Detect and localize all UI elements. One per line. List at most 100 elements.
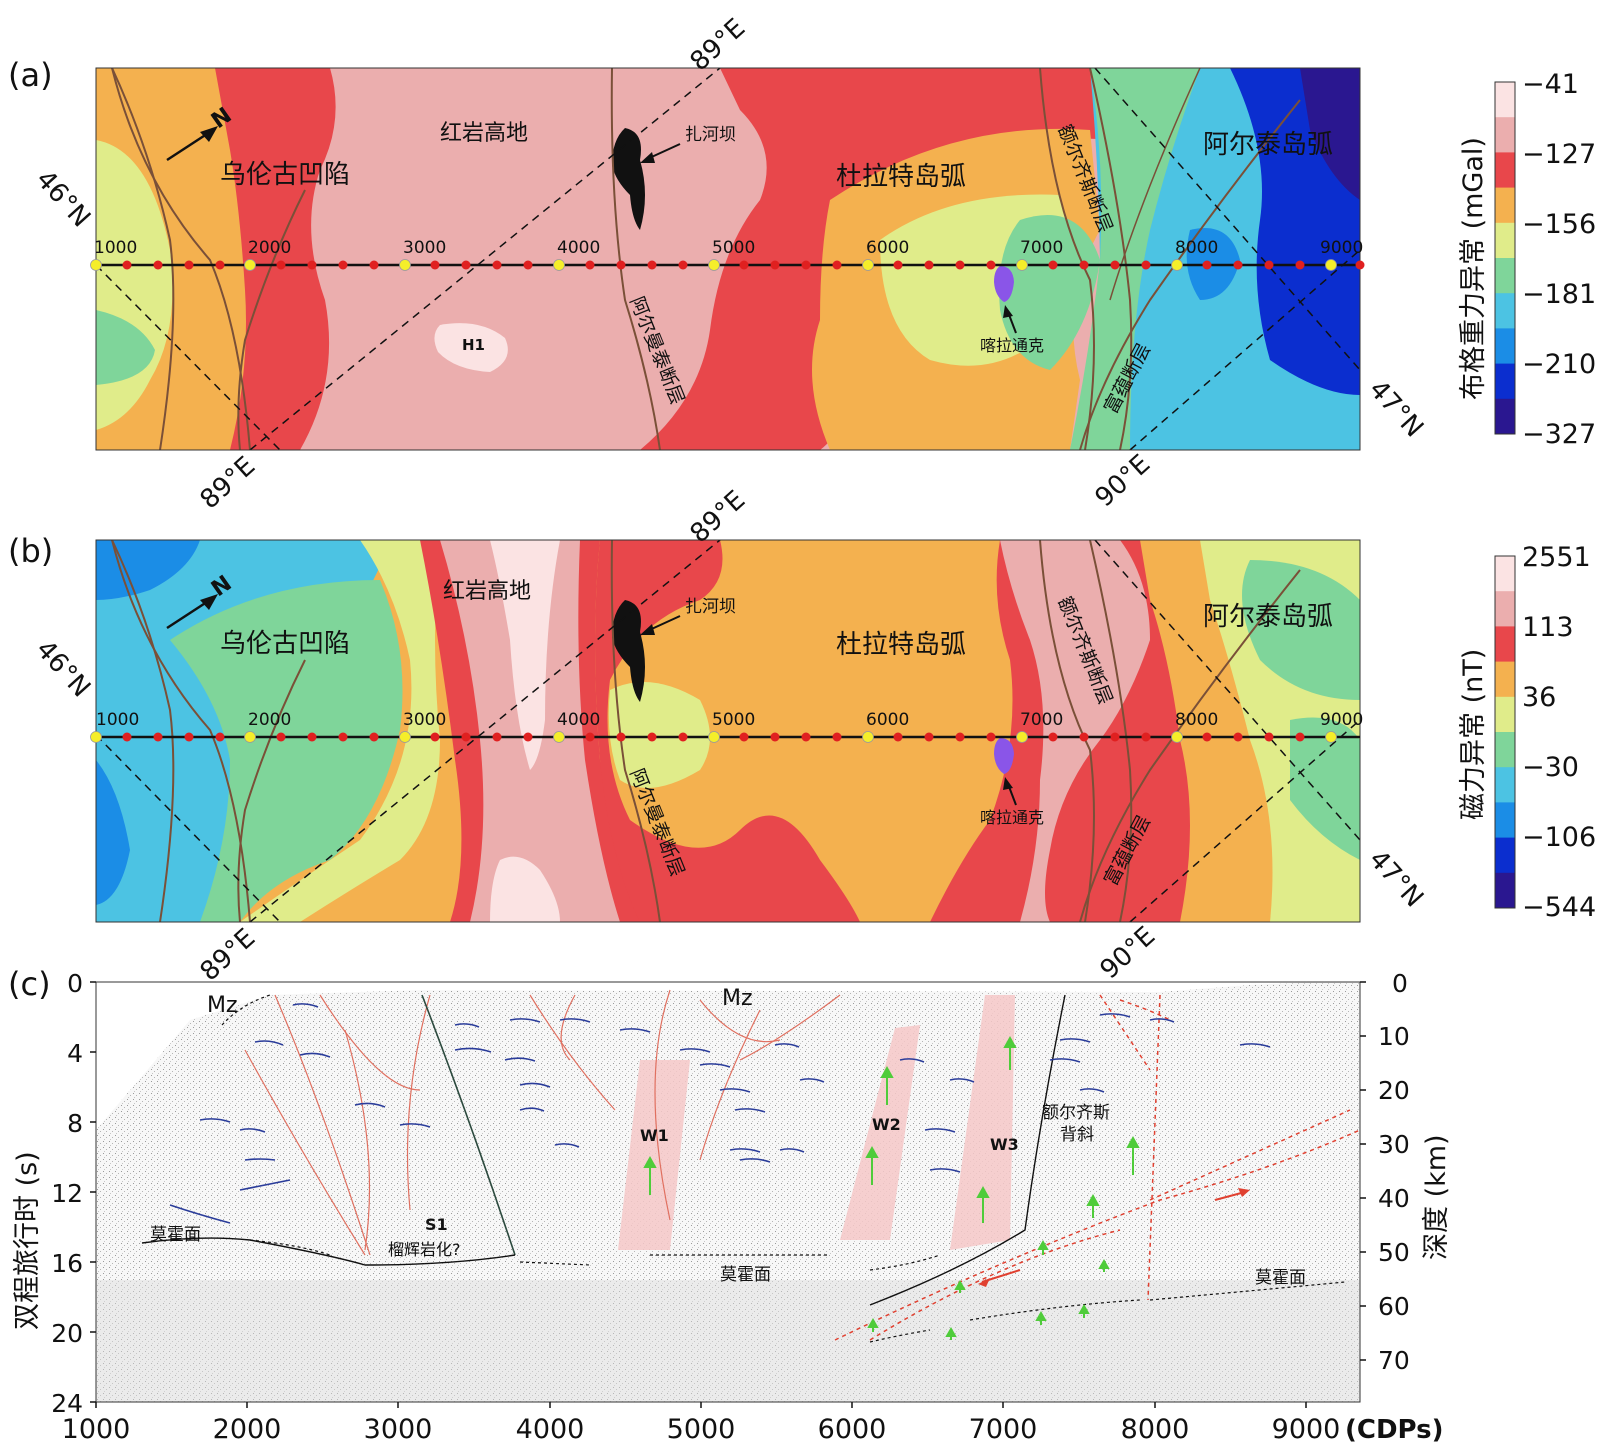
colorbar-b-tick: 36 bbox=[1522, 682, 1556, 713]
label-mz-center: Mz bbox=[722, 986, 753, 1011]
colorbar-a-swatch bbox=[1495, 293, 1515, 329]
colorbar-b-swatch bbox=[1495, 591, 1515, 627]
panel-c-label: (c) bbox=[8, 965, 51, 1003]
coord-90e-bottom-b: 90°E bbox=[1095, 921, 1162, 985]
label-w3: W3 bbox=[990, 1135, 1019, 1154]
colorbar-b-swatch bbox=[1495, 696, 1515, 733]
colorbar-b-swatch bbox=[1495, 556, 1515, 592]
yellow-station-dots-b bbox=[90, 731, 1337, 743]
twt-tick: 8 bbox=[67, 1109, 83, 1138]
label-s1-note: 榴辉岩化? bbox=[388, 1240, 461, 1259]
profile-tick-8000-b: 8000 bbox=[1175, 710, 1218, 730]
colorbar-b-swatch bbox=[1495, 626, 1515, 663]
colorbar-b-swatches bbox=[1495, 556, 1515, 909]
colorbar-b-tick: −544 bbox=[1522, 892, 1596, 923]
panel-b: (b) bbox=[8, 485, 1429, 987]
label-zhaheba-b: 扎河坝 bbox=[685, 597, 736, 617]
label-moho-right: 莫霍面 bbox=[1255, 1268, 1306, 1288]
depth-tick: 0 bbox=[1392, 969, 1408, 998]
colorbar-a-tick: −327 bbox=[1522, 419, 1596, 450]
colorbar-b-swatch bbox=[1495, 732, 1515, 768]
cdp-tick: 3000 bbox=[364, 1414, 433, 1443]
profile-tick-7000-b: 7000 bbox=[1020, 710, 1063, 730]
twt-tick: 16 bbox=[51, 1249, 83, 1278]
profile-tick-4000-a: 4000 bbox=[557, 238, 600, 258]
profile-tick-9000-b: 9000 bbox=[1320, 710, 1363, 730]
profile-tick-3000-a: 3000 bbox=[403, 238, 446, 258]
cdp-tick: 5000 bbox=[667, 1414, 736, 1443]
label-moho-left: 莫霍面 bbox=[150, 1225, 201, 1245]
label-kalatongke-a: 喀拉通克 bbox=[980, 336, 1044, 355]
colorbar-a-swatch bbox=[1495, 328, 1515, 365]
colorbar-a-tick: −41 bbox=[1522, 69, 1579, 100]
cdp-tick: 9000 bbox=[1272, 1414, 1341, 1443]
colorbar-a-swatch bbox=[1495, 152, 1515, 189]
depth-tick: 20 bbox=[1378, 1076, 1410, 1105]
label-dulate-a: 杜拉特岛弧 bbox=[836, 162, 966, 192]
depth-tick: 60 bbox=[1378, 1292, 1410, 1321]
label-mz-left: Mz bbox=[207, 993, 238, 1018]
colorbar-b-tick: −30 bbox=[1522, 752, 1579, 783]
depth-tick: 30 bbox=[1378, 1130, 1410, 1159]
label-wulungu-b: 乌伦古凹陷 bbox=[220, 629, 350, 659]
label-zhaheba-a: 扎河坝 bbox=[685, 125, 736, 145]
panel-a-label: (a) bbox=[8, 56, 53, 94]
depth-axis-title: 深度 (km) bbox=[1421, 1134, 1452, 1260]
colorbar-a-tick: −181 bbox=[1522, 279, 1596, 310]
profile-tick-3000-b: 3000 bbox=[403, 710, 446, 730]
seismic-section bbox=[96, 982, 1360, 1402]
label-dulate-b: 杜拉特岛弧 bbox=[836, 630, 966, 660]
depth-tick: 50 bbox=[1378, 1238, 1410, 1267]
cdp-tick: 6000 bbox=[818, 1414, 887, 1443]
colorbar-a: −41 −127 −156 −181 −210 −327 布格重力异常 (mGa… bbox=[1458, 69, 1596, 450]
colorbar-b-swatch bbox=[1495, 661, 1515, 698]
colorbar-a-swatch bbox=[1495, 222, 1515, 259]
coord-89e-bottom-a: 89°E bbox=[195, 451, 262, 515]
cdp-axis-unit: (CDPs) bbox=[1345, 1415, 1444, 1443]
profile-tick-6000-a: 6000 bbox=[866, 238, 909, 258]
red-station-dots-a bbox=[122, 260, 1365, 270]
twt-tick: 12 bbox=[51, 1179, 83, 1208]
cdp-tick: 8000 bbox=[1121, 1414, 1190, 1443]
cdp-tick: 1000 bbox=[62, 1414, 131, 1443]
label-h1: H1 bbox=[462, 336, 485, 354]
colorbar-a-swatch bbox=[1495, 117, 1515, 153]
label-w1: W1 bbox=[640, 1126, 669, 1145]
label-eerqisi-2: 背斜 bbox=[1060, 1125, 1094, 1145]
colorbar-a-swatch bbox=[1495, 82, 1515, 118]
profile-tick-5000-a: 5000 bbox=[712, 238, 755, 258]
profile-tick-9000-a: 9000 bbox=[1320, 238, 1363, 258]
label-hongyan-b: 红岩高地 bbox=[443, 579, 531, 604]
profile-tick-2000-b: 2000 bbox=[248, 710, 291, 730]
colorbar-a-swatch bbox=[1495, 258, 1515, 294]
profile-tick-1000-b: 1000 bbox=[96, 710, 139, 730]
depth-axis: 0 10 20 30 40 50 60 70 bbox=[1378, 969, 1410, 1375]
twt-axis-title: 双程旅行时 (s) bbox=[12, 1151, 43, 1330]
profile-tick-7000-a: 7000 bbox=[1020, 238, 1063, 258]
label-aertai-a: 阿尔泰岛弧 bbox=[1203, 130, 1333, 160]
coord-46n-a: 46°N bbox=[30, 165, 96, 234]
twt-tick: 4 bbox=[67, 1039, 83, 1068]
profile-line-b: 1000 2000 3000 4000 5000 6000 7000 8000 … bbox=[90, 710, 1363, 743]
cdp-axis: 1000 2000 3000 4000 5000 6000 7000 8000 … bbox=[62, 1414, 1341, 1443]
coord-47n-b: 47°N bbox=[1363, 845, 1429, 914]
label-w2: W2 bbox=[872, 1115, 901, 1134]
label-wulungu-a: 乌伦古凹陷 bbox=[220, 160, 350, 190]
panel-a: (a) bbox=[8, 13, 1429, 515]
magnetic-anomaly-map bbox=[96, 540, 1360, 922]
coord-46n-b: 46°N bbox=[30, 635, 96, 704]
colorbar-a-tick: −127 bbox=[1522, 139, 1596, 170]
colorbar-b: 2551 113 36 −30 −106 −544 磁力异常 (nT) bbox=[1458, 542, 1596, 923]
cdp-tick: 2000 bbox=[213, 1414, 282, 1443]
profile-tick-1000-a: 1000 bbox=[94, 238, 137, 258]
colorbar-a-swatch bbox=[1495, 187, 1515, 224]
bouguer-gravity-map bbox=[96, 68, 1360, 450]
colorbar-b-tick: 113 bbox=[1522, 612, 1574, 643]
colorbar-b-swatch bbox=[1495, 802, 1515, 839]
coord-47n-a: 47°N bbox=[1363, 375, 1429, 444]
colorbar-b-title: 磁力异常 (nT) bbox=[1458, 649, 1489, 820]
colorbar-b-swatch bbox=[1495, 837, 1515, 874]
profile-tick-6000-b: 6000 bbox=[866, 710, 909, 730]
red-station-dots-b bbox=[122, 732, 1305, 742]
label-s1: S1 bbox=[425, 1215, 448, 1234]
